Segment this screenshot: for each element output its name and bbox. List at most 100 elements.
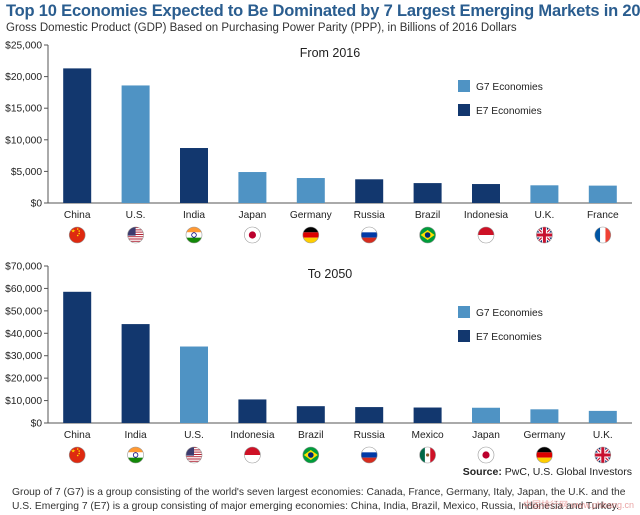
- flag-body: [186, 227, 202, 243]
- flag-body: [419, 227, 436, 243]
- france-flag-icon-0-9: [594, 226, 612, 244]
- flag-part: [302, 227, 319, 233]
- flag-part: [478, 235, 494, 243]
- flag-part: [186, 457, 202, 459]
- flag-outline: [185, 226, 203, 244]
- bar-russia: [355, 179, 384, 203]
- flag-part: [127, 238, 144, 240]
- flag-outline: [127, 226, 144, 244]
- flag-outline: [360, 446, 378, 464]
- flag-part: [482, 451, 490, 459]
- flag-part: [361, 452, 378, 458]
- flag-part: [186, 237, 202, 243]
- y-tick-label: $70,000: [5, 262, 42, 273]
- x-tick-label: Indonesia: [464, 210, 509, 221]
- flag-part: [605, 227, 611, 243]
- chart-title: Top 10 Economies Expected to Be Dominate…: [6, 2, 640, 20]
- y-tick-label: $15,000: [5, 104, 42, 115]
- flag-part: [594, 453, 611, 457]
- flag-body: [594, 227, 611, 243]
- flag-outline: [244, 226, 261, 244]
- y-tick-label: $50,000: [5, 306, 42, 317]
- x-tick-label: France: [587, 210, 619, 221]
- flag-part: [127, 236, 144, 238]
- flag-part: [361, 227, 378, 233]
- chart-subtitle: Gross Domestic Product (GDP) Based on Pu…: [6, 22, 517, 34]
- china-flag-icon-0-0: [68, 226, 86, 244]
- flag-part: [244, 455, 261, 463]
- flag-part: [191, 232, 197, 238]
- russia-flag-icon-0-5: [360, 226, 378, 244]
- flag-part: [302, 237, 319, 243]
- germany-flag-icon-0-4: [302, 226, 320, 244]
- chart-2-title: To 2050: [308, 267, 353, 281]
- flag-part: [127, 237, 144, 239]
- flag-part: [308, 452, 314, 458]
- flag-body: [536, 447, 553, 463]
- flag-body: [361, 447, 378, 463]
- x-tick-label: Brazil: [415, 210, 440, 221]
- flag-body: [478, 227, 494, 243]
- x-tick-label: Mexico: [411, 430, 444, 441]
- bar-germany: [296, 178, 325, 203]
- flag-part: [78, 230, 80, 232]
- flag-part: [430, 447, 436, 463]
- flag-outline: [477, 226, 495, 244]
- flag-part: [76, 448, 79, 450]
- flag-part: [76, 454, 79, 457]
- footnote-line-g7: Group of 7 (G7) is a group consisting of…: [12, 487, 626, 498]
- flag-part: [76, 228, 79, 230]
- flag-body: [69, 227, 86, 243]
- y-tick-label: $20,000: [5, 374, 42, 385]
- flag-part: [127, 447, 144, 453]
- flag-body: [69, 447, 86, 463]
- flag-outline: [419, 226, 436, 244]
- japan-flag-icon-1-7: [477, 446, 495, 464]
- flag-part: [186, 460, 202, 462]
- flag-part: [76, 234, 79, 237]
- x-tick-label: Indonesia: [230, 430, 275, 441]
- x-tick-label: Brazil: [298, 430, 323, 441]
- flag-body: [127, 227, 144, 243]
- flag-body: [594, 447, 611, 463]
- flag-part: [186, 461, 202, 463]
- flag-outline: [244, 446, 261, 464]
- flag-body: [536, 227, 553, 243]
- bar-indonesia: [238, 399, 267, 423]
- flag-outline: [302, 446, 320, 464]
- x-tick-label: Germany: [523, 430, 566, 441]
- bar-france: [588, 185, 617, 203]
- japan-flag-icon-0-3: [244, 226, 261, 244]
- y-tick-label: $30,000: [5, 351, 42, 362]
- uk-flag-icon-1-9: [594, 446, 612, 464]
- x-tick-label: Germany: [290, 210, 333, 221]
- flag-part: [186, 456, 202, 458]
- bar-india: [180, 148, 208, 203]
- watermark: 中国排行网 www.phbang.cn: [522, 500, 634, 510]
- indonesia-flag-icon-1-3: [244, 446, 261, 464]
- flag-part: [248, 231, 256, 239]
- bar-mexico: [413, 407, 442, 423]
- bar-uk: [530, 185, 559, 203]
- brazil-flag-icon-1-4: [302, 446, 320, 464]
- flag-part: [70, 449, 76, 453]
- legend-swatch-e7: [458, 330, 470, 342]
- us-flag-icon-0-1: [127, 226, 144, 244]
- flag-part: [78, 232, 80, 235]
- flag-body: [127, 447, 144, 463]
- flag-part: [361, 447, 378, 453]
- legend-label-g7: G7 Economies: [476, 308, 543, 319]
- flag-part: [424, 232, 431, 238]
- flag-part: [78, 450, 80, 452]
- legend-label-g7: G7 Economies: [476, 82, 543, 93]
- bar-uk: [588, 410, 617, 423]
- india-flag-icon-0-2: [185, 226, 203, 244]
- x-tick-label: U.S.: [184, 430, 204, 441]
- legend-label-e7: E7 Economies: [476, 332, 542, 343]
- flag-outline: [185, 446, 203, 464]
- y-tick-label: $0: [31, 199, 43, 210]
- x-tick-label: Russia: [354, 430, 385, 441]
- y-tick-label: $25,000: [5, 41, 42, 52]
- bar-japan: [472, 407, 500, 423]
- flag-part: [419, 447, 425, 463]
